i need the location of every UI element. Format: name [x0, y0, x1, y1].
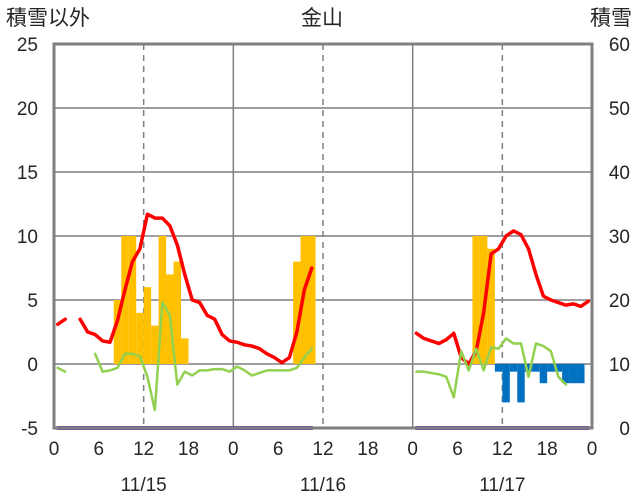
precip-bar	[121, 236, 129, 364]
precip-bar	[128, 236, 137, 364]
snow-change-bar	[539, 364, 548, 384]
snow-change-bar	[547, 364, 555, 372]
x-tick-label: 0	[587, 439, 598, 460]
left-tick-label: 15	[17, 163, 38, 184]
left-tick-label: 25	[17, 35, 38, 56]
right-tick-label: 50	[609, 99, 630, 120]
precip-bar	[136, 312, 144, 364]
snow-change-bar	[532, 364, 540, 372]
snow-depth-line	[78, 212, 314, 365]
right-tick-label: 30	[609, 227, 630, 248]
precip-bar	[158, 236, 167, 364]
right-tick-label: 20	[609, 291, 630, 312]
temperature-line	[415, 337, 568, 399]
snow-depth-line	[414, 229, 591, 366]
x-tick-label: 0	[407, 439, 418, 460]
precip-bar	[143, 287, 152, 364]
snow-change-bar	[509, 364, 518, 372]
left-tick-label: 20	[17, 99, 38, 120]
chart-title: 金山	[301, 7, 343, 30]
temperature-line	[93, 301, 314, 412]
snow-change-bar	[494, 364, 503, 372]
snow-change-bar	[577, 364, 585, 384]
snow-change-bar	[517, 364, 525, 403]
snow-change-bar	[524, 364, 533, 372]
precip-bar	[173, 261, 182, 364]
snow-change-bar	[502, 364, 510, 403]
date-label: 11/17	[479, 475, 525, 496]
right-tick-label: 40	[609, 163, 630, 184]
precip-bar	[293, 261, 301, 364]
precip-bar	[472, 236, 480, 364]
date-label: 11/15	[121, 475, 167, 496]
precip-bar	[487, 248, 495, 364]
left-axis-label: 積雪以外	[6, 7, 90, 30]
left-tick-label: 0	[27, 355, 38, 376]
left-tick-label: -5	[21, 419, 38, 440]
snow-change-bar	[554, 364, 563, 372]
x-tick-label: 18	[357, 439, 378, 460]
left-tick-label: 5	[27, 291, 38, 312]
right-tick-label: 60	[609, 35, 630, 56]
x-tick-label: 12	[312, 439, 333, 460]
x-tick-label: 6	[94, 439, 105, 460]
precip-bar	[113, 300, 122, 364]
precip-bar	[151, 325, 159, 364]
snow-depth-line	[55, 317, 67, 327]
snow-change-bar	[562, 364, 570, 384]
precip-bar	[308, 236, 316, 364]
x-tick-label: 18	[537, 439, 558, 460]
right-axis-label: 積雪	[590, 7, 632, 30]
x-tick-label: 12	[492, 439, 513, 460]
x-tick-label: 6	[452, 439, 463, 460]
x-tick-label: 12	[133, 439, 154, 460]
x-tick-label: 6	[273, 439, 284, 460]
snow-change-bar	[569, 364, 578, 384]
right-tick-label: 10	[609, 355, 630, 376]
plot-frame	[52, 42, 594, 430]
temperature-line	[56, 366, 67, 373]
bars	[113, 236, 585, 403]
precip-bar	[181, 338, 189, 364]
left-tick-label: 10	[17, 227, 38, 248]
x-tick-label: 0	[49, 439, 60, 460]
x-tick-label: 0	[228, 439, 239, 460]
x-tick-label: 18	[178, 439, 199, 460]
date-label: 11/16	[300, 475, 346, 496]
precip-bar	[300, 236, 309, 364]
right-tick-label: 0	[619, 419, 630, 440]
